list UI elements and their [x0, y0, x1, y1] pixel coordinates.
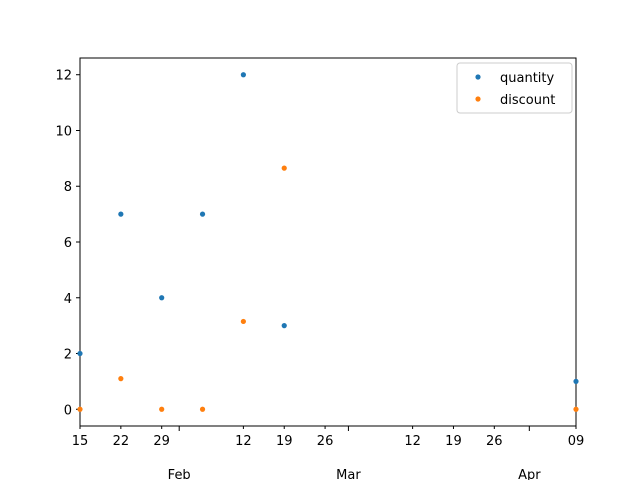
point-quantity: [573, 378, 579, 384]
point-discount: [240, 318, 246, 325]
x-minor-tick-label: 09: [568, 434, 585, 449]
point-quantity: [199, 211, 206, 217]
x-minor-tick-label: 12: [404, 434, 421, 449]
y-tick-label: 2: [64, 348, 72, 363]
point-discount: [573, 406, 579, 412]
legend-marker-quantity: [475, 74, 481, 80]
point-discount: [281, 165, 287, 171]
point-quantity: [240, 72, 246, 78]
point-quantity: [281, 323, 287, 329]
y-tick-label: 4: [64, 292, 72, 307]
point-quantity: [77, 350, 83, 357]
x-minor-tick-label: 19: [276, 434, 293, 449]
point-quantity: [159, 295, 165, 301]
x-minor-tick-label: 29: [153, 434, 170, 449]
x-minor-tick-label: 15: [72, 434, 89, 449]
point-quantity: [118, 211, 124, 217]
legend-marker-discount: [475, 96, 481, 102]
point-discount: [199, 406, 206, 412]
y-tick-label: 0: [64, 403, 72, 418]
legend-label-discount: discount: [500, 93, 555, 108]
x-minor-tick-label: 19: [445, 434, 462, 449]
y-tick-label: 12: [55, 69, 72, 84]
x-minor-tick-label: 12: [235, 434, 252, 449]
y-tick-label: 10: [55, 124, 72, 139]
point-discount: [77, 406, 83, 412]
point-discount: [159, 406, 165, 412]
x-minor-tick-label: 22: [113, 434, 130, 449]
x-major-tick-label: Feb: [168, 468, 191, 480]
plot-area: 0 2 4 6 8 10 12 15 22 29 12 19 26 12 19 26 09 Feb Mar Apr qu…: [55, 57, 585, 480]
x-minor-tick-label: 26: [317, 434, 334, 449]
x-major-tick-label: Apr: [518, 468, 541, 480]
y-tick-label: 6: [64, 236, 72, 251]
legend-box: [456, 62, 573, 114]
point-discount: [118, 376, 124, 382]
legend-label-quantity: quantity: [500, 71, 555, 86]
y-tick-label: 8: [64, 180, 72, 195]
x-major-tick-label: Mar: [336, 468, 361, 480]
x-minor-tick-label: 26: [486, 434, 503, 449]
